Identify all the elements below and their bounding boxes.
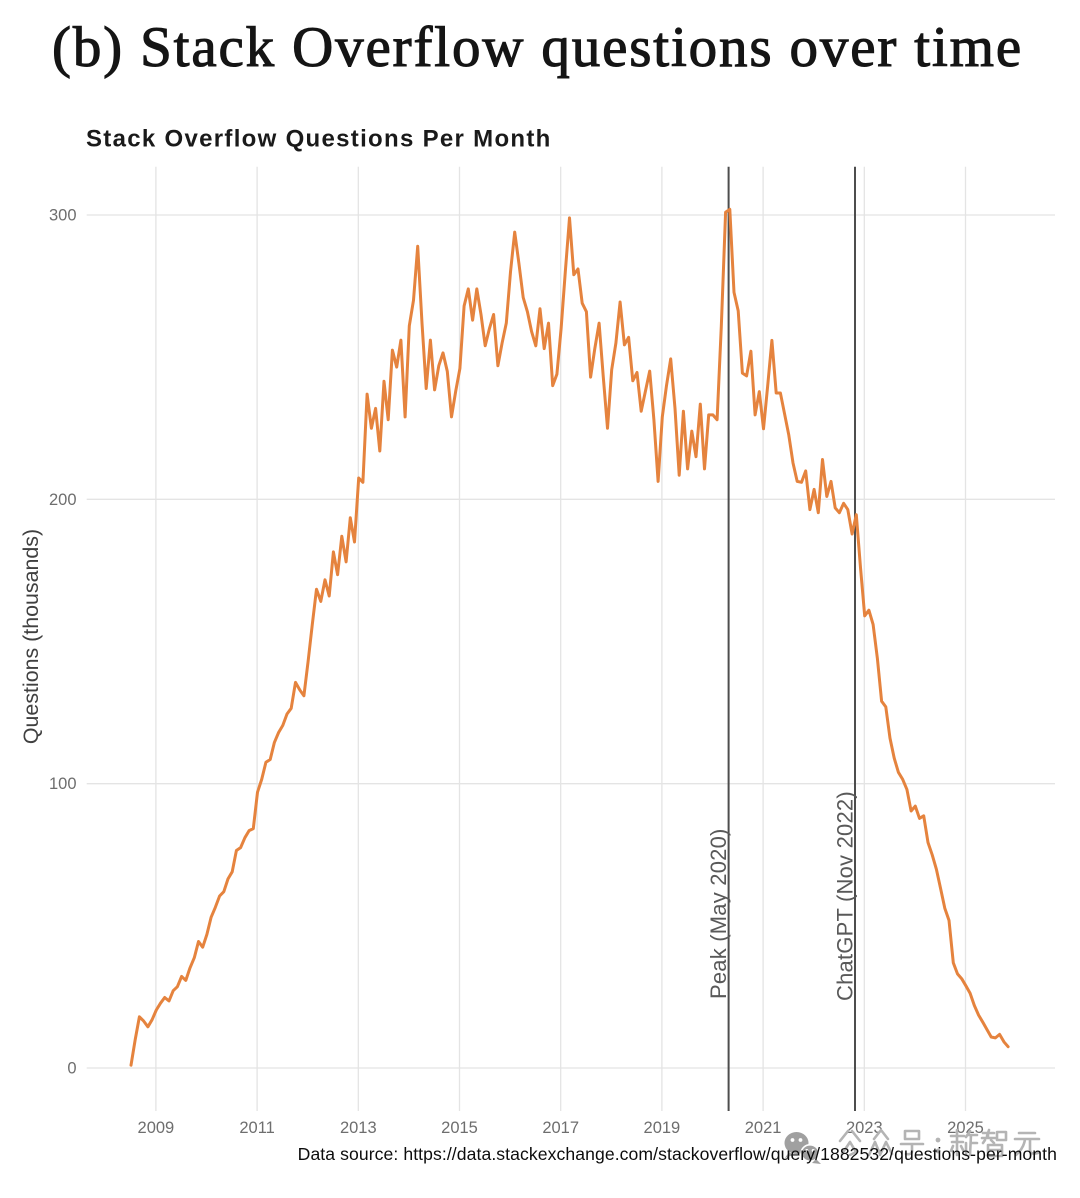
svg-text:(b) Stack Overflow questions o: (b) Stack Overflow questions over time <box>52 16 1023 79</box>
svg-text:Peak (May 2020): Peak (May 2020) <box>706 828 731 999</box>
svg-text:2023: 2023 <box>846 1119 883 1137</box>
svg-text:2011: 2011 <box>239 1119 274 1137</box>
svg-text:2021: 2021 <box>745 1119 782 1137</box>
svg-text:2009: 2009 <box>138 1119 175 1137</box>
svg-text:300: 300 <box>49 207 77 225</box>
svg-text:Stack Overflow Questions Per M: Stack Overflow Questions Per Month <box>86 126 552 153</box>
svg-text:200: 200 <box>49 491 77 509</box>
svg-text:100: 100 <box>49 775 77 793</box>
svg-text:2025: 2025 <box>947 1119 984 1137</box>
svg-text:ChatGPT (Nov 2022): ChatGPT (Nov 2022) <box>832 791 857 1001</box>
svg-text:2017: 2017 <box>542 1119 579 1137</box>
svg-text:2013: 2013 <box>340 1119 377 1137</box>
svg-text:0: 0 <box>67 1060 76 1078</box>
svg-text:2015: 2015 <box>441 1119 478 1137</box>
svg-text:Questions (thousands): Questions (thousands) <box>19 529 43 744</box>
svg-text:Data source: https://data.stac: Data source: https://data.stackexchange.… <box>298 1144 1057 1164</box>
svg-text:2019: 2019 <box>644 1119 681 1137</box>
